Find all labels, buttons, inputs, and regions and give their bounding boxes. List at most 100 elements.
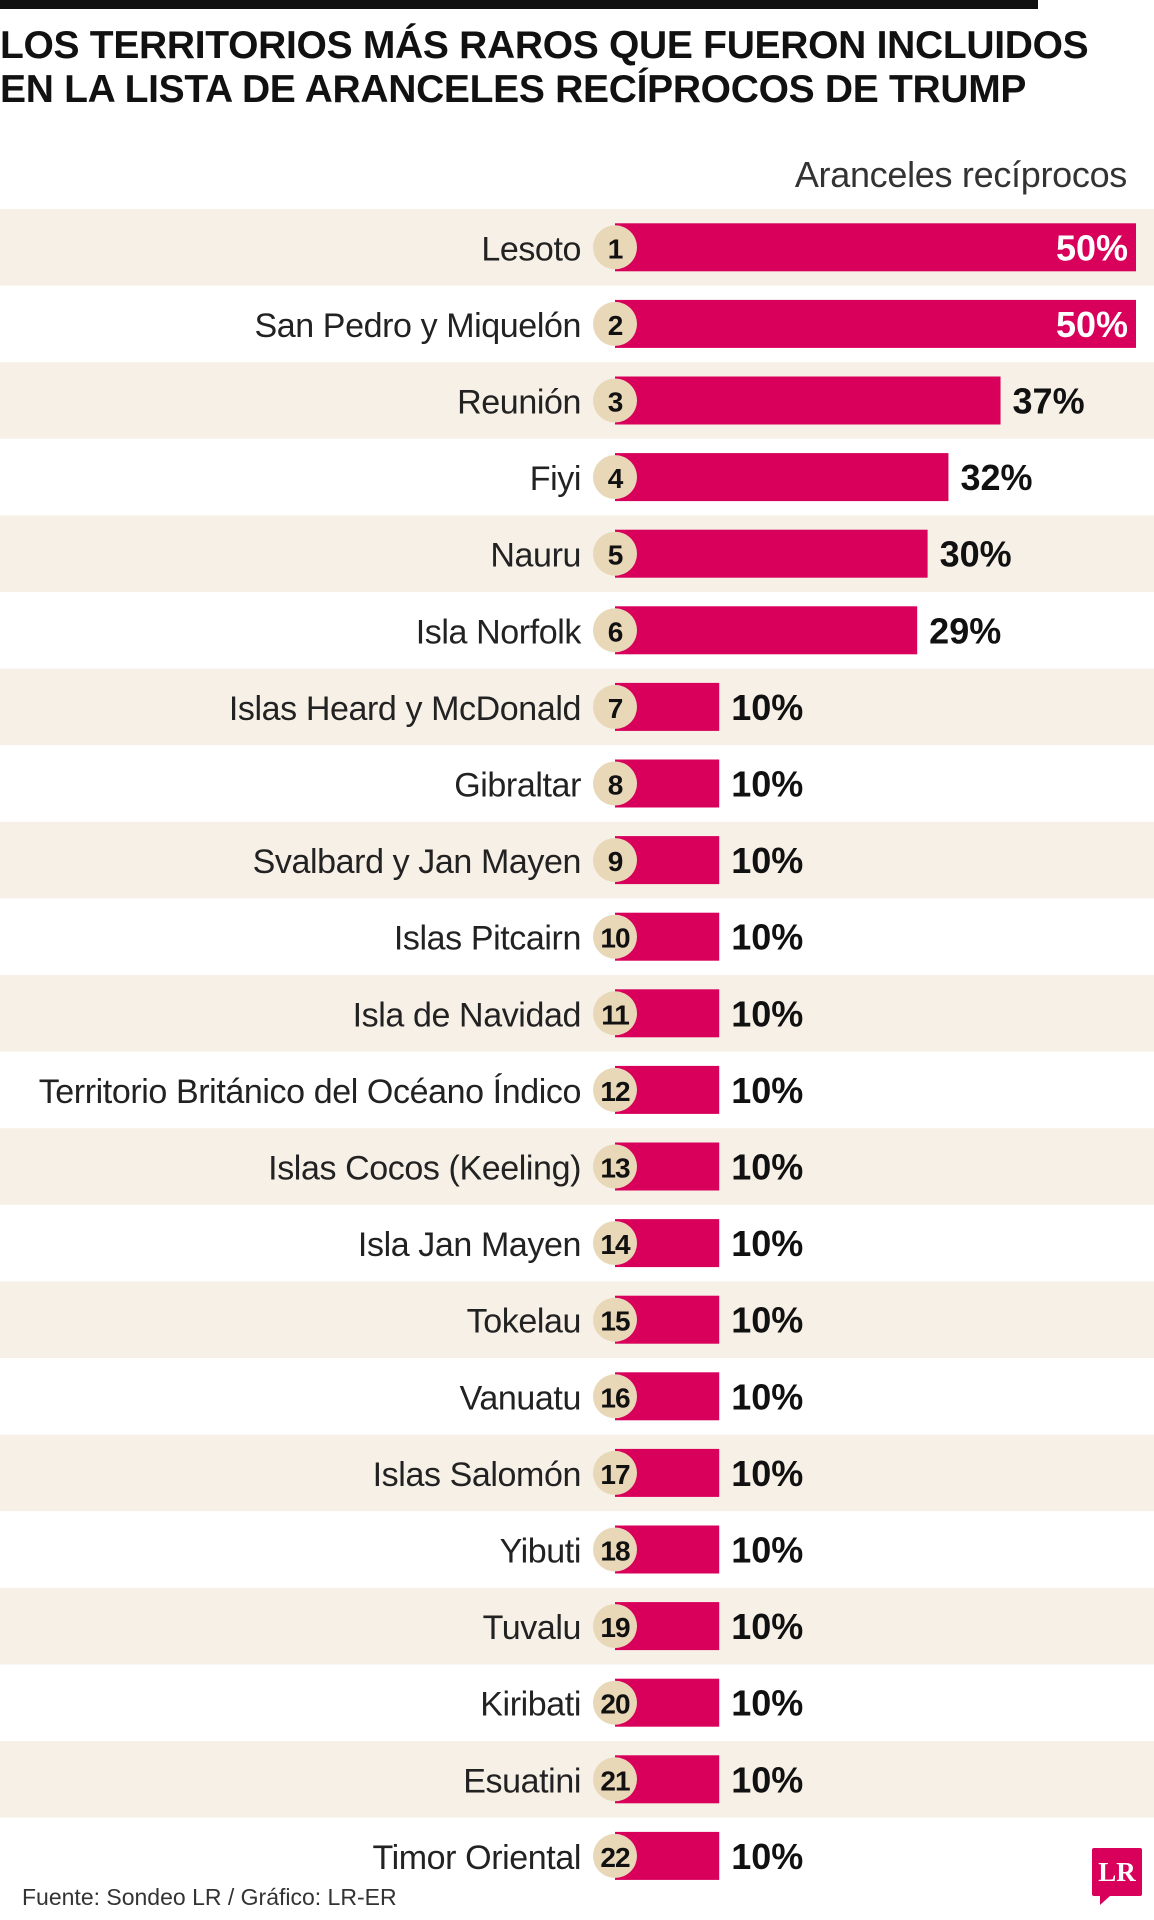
rank-badge	[593, 1757, 637, 1802]
rank-label: 3	[608, 387, 623, 418]
row-stripe	[0, 1128, 1154, 1205]
rank-label: 6	[608, 616, 623, 647]
value-label: 10%	[731, 764, 803, 805]
rank-badge	[593, 1527, 637, 1572]
rank-badge	[593, 1067, 637, 1112]
category-label: Tokelau	[467, 1303, 581, 1341]
rank-label: 19	[600, 1612, 630, 1643]
rank-label: 20	[600, 1689, 630, 1720]
rank-badge	[593, 455, 637, 500]
value-label: 50%	[1056, 304, 1128, 345]
lr-logo: LR	[1092, 1848, 1142, 1905]
category-label: Territorio Británico del Océano Índico	[39, 1073, 581, 1111]
value-label: 10%	[731, 1223, 803, 1264]
rank-label: 14	[600, 1229, 631, 1260]
value-label: 50%	[1056, 227, 1128, 268]
bar	[615, 529, 928, 578]
rank-badge	[593, 225, 637, 270]
rank-badge	[593, 531, 637, 576]
rank-label: 18	[600, 1536, 630, 1567]
chart-title-line-1: LOS TERRITORIOS MÁS RAROS QUE FUERON INC…	[0, 24, 1089, 67]
category-label: Esuatini	[463, 1762, 581, 1800]
bar	[615, 223, 1136, 272]
rank-label: 15	[600, 1306, 630, 1337]
category-label: Lesoto	[481, 230, 581, 268]
rank-label: 22	[600, 1842, 630, 1873]
category-label: Isla de Navidad	[353, 996, 581, 1034]
bar	[615, 606, 918, 655]
rank-label: 5	[608, 540, 623, 571]
value-label: 37%	[1013, 381, 1085, 422]
row-stripe	[0, 975, 1154, 1052]
rank-badge	[593, 1604, 637, 1649]
rank-label: 11	[601, 999, 629, 1030]
category-label: Kiribati	[480, 1686, 581, 1724]
rank-label: 12	[600, 1076, 630, 1107]
row-stripe	[0, 668, 1154, 746]
bar	[615, 299, 1136, 348]
rank-label: 9	[608, 846, 623, 877]
value-label: 10%	[731, 687, 803, 728]
source-footer: Fuente: Sondeo LR / Gráfico: LR-ER	[22, 1884, 397, 1910]
top-rule	[0, 0, 1038, 9]
value-label: 10%	[731, 1300, 803, 1341]
value-label: 10%	[731, 917, 803, 958]
rank-badge	[593, 914, 637, 959]
category-label: Isla Norfolk	[416, 613, 583, 651]
rank-badge	[593, 761, 637, 806]
row-stripe	[0, 1587, 1154, 1665]
value-label: 10%	[731, 993, 803, 1034]
category-label: Tuvalu	[483, 1609, 581, 1647]
category-label: Fiyi	[530, 460, 581, 498]
rank-badge	[593, 991, 637, 1036]
value-label: 10%	[731, 1453, 803, 1494]
category-label: Nauru	[490, 537, 581, 575]
rank-badge	[593, 838, 637, 883]
category-label: Vanuatu	[460, 1379, 581, 1417]
rank-label: 10	[600, 923, 630, 954]
category-label: San Pedro y Miquelón	[254, 307, 581, 345]
row-stripe	[0, 1741, 1154, 1818]
rank-badge	[593, 1144, 637, 1189]
value-label: 10%	[731, 1070, 803, 1111]
rank-label: 16	[600, 1382, 630, 1413]
row-stripe	[0, 515, 1154, 592]
chart-title: LOS TERRITORIOS MÁS RAROS QUE FUERON INC…	[0, 24, 1100, 112]
value-label: 10%	[731, 1759, 803, 1800]
column-header: Aranceles recíprocos	[794, 154, 1127, 195]
category-label: Gibraltar	[454, 767, 581, 805]
value-label: 10%	[731, 840, 803, 881]
row-stripe	[0, 1434, 1154, 1512]
category-label: Islas Heard y McDonald	[229, 690, 581, 728]
value-label: 29%	[929, 610, 1001, 651]
value-label: 10%	[731, 1606, 803, 1647]
rank-label: 21	[600, 1765, 630, 1796]
rank-label: 1	[608, 233, 623, 264]
rank-label: 4	[608, 463, 624, 494]
row-stripe	[0, 821, 1154, 899]
category-label: Reunión	[457, 384, 581, 422]
rank-badge	[593, 301, 637, 346]
bar	[615, 453, 949, 502]
value-label: 10%	[731, 1147, 803, 1188]
rank-badge	[593, 1680, 637, 1725]
category-label: Islas Pitcairn	[394, 920, 581, 958]
rank-badge	[593, 1833, 637, 1878]
category-label: Isla Jan Mayen	[358, 1226, 581, 1264]
category-label: Timor Oriental	[372, 1839, 581, 1877]
rank-badge	[593, 1297, 637, 1342]
rank-badge	[593, 378, 637, 423]
rank-label: 17	[600, 1459, 630, 1490]
rank-badge	[593, 1221, 637, 1266]
value-label: 10%	[731, 1683, 803, 1724]
rank-label: 2	[608, 310, 623, 341]
value-label: 32%	[960, 457, 1032, 498]
bar	[615, 376, 1001, 425]
value-label: 10%	[731, 1530, 803, 1571]
category-label: Islas Cocos (Keeling)	[268, 1150, 581, 1188]
value-label: 10%	[731, 1376, 803, 1417]
rank-badge	[593, 608, 637, 653]
rank-badge	[593, 1374, 637, 1419]
rank-label: 13	[600, 1153, 630, 1184]
